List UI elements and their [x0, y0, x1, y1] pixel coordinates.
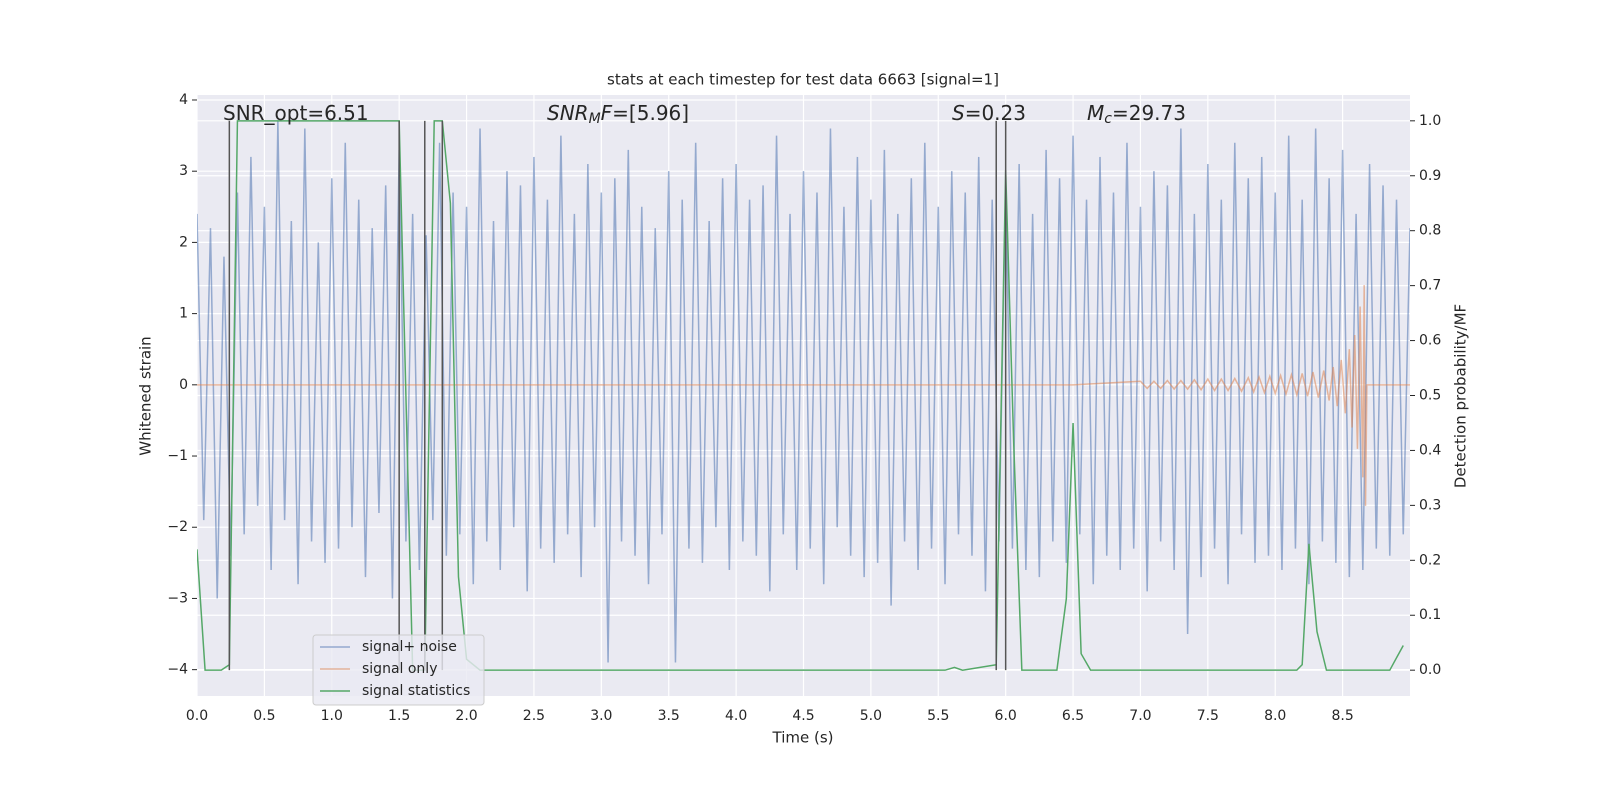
- y-tick-label: 3: [179, 163, 188, 179]
- annotation-part: S: [952, 101, 965, 125]
- y-tick-label: 1: [179, 306, 188, 322]
- x-tick-label: 0.0: [186, 708, 208, 724]
- x-tick-label: 3.5: [658, 708, 680, 724]
- x-tick-label: 4.5: [792, 708, 814, 724]
- y-tick-label: 4: [179, 92, 188, 108]
- x-tick-label: 8.0: [1264, 708, 1286, 724]
- x-tick-label: 3.0: [590, 708, 612, 724]
- y2-tick-label: 0.3: [1419, 497, 1441, 513]
- y2-tick-label: 0.1: [1419, 607, 1441, 623]
- x-tick-label: 1.5: [388, 708, 410, 724]
- annotation-part: M: [1087, 101, 1104, 125]
- annotation: S=0.23: [952, 101, 1026, 125]
- x-tick-label: 0.5: [253, 708, 275, 724]
- legend-label: signal+ noise: [362, 639, 457, 655]
- annotation: Mc=29.73: [1087, 101, 1186, 128]
- legend-box: [312, 634, 485, 706]
- annotation-part: =0.23: [965, 101, 1026, 125]
- legend-label: signal only: [362, 661, 437, 677]
- x-tick-label: 7.5: [1197, 708, 1219, 724]
- annotation-part: SNR: [547, 101, 589, 125]
- series-line: [197, 285, 1410, 506]
- y-tick-label: −4: [167, 662, 188, 678]
- y2-tick-label: 0.8: [1419, 223, 1441, 239]
- y2-tick-label: 0.4: [1419, 442, 1441, 458]
- annotation-part: F: [601, 101, 613, 125]
- x-tick-label: 1.0: [321, 708, 343, 724]
- y2-tick-label: 0.0: [1419, 662, 1441, 678]
- x-axis-label: Time (s): [772, 729, 834, 747]
- y-tick-label: −3: [167, 590, 188, 606]
- legend-label: signal statistics: [362, 683, 470, 699]
- y-axis-label: Whitened strain: [137, 336, 155, 455]
- y2-tick-label: 0.2: [1419, 552, 1441, 568]
- annotation-part: =[5.96]: [612, 101, 689, 125]
- y2-tick-label: 0.7: [1419, 278, 1441, 294]
- annotation-part: c: [1104, 111, 1112, 127]
- y2-tick-label: 0.6: [1419, 333, 1441, 349]
- x-tick-label: 2.5: [523, 708, 545, 724]
- y2-tick-label: 0.9: [1419, 168, 1441, 184]
- y2-tick-label: 0.5: [1419, 388, 1441, 404]
- x-tick-label: 5.0: [860, 708, 882, 724]
- y-tick-label: −2: [167, 519, 188, 535]
- series-line: [197, 120, 1404, 671]
- y-tick-label: −1: [167, 448, 188, 464]
- annotation-part: =29.73: [1112, 101, 1186, 125]
- chart-title: stats at each timestep for test data 666…: [607, 71, 999, 89]
- x-tick-label: 6.5: [1062, 708, 1084, 724]
- annotation-part: M: [589, 111, 601, 127]
- x-tick-label: 7.0: [1129, 708, 1151, 724]
- x-tick-label: 5.5: [927, 708, 949, 724]
- y-tick-label: 2: [179, 234, 188, 250]
- x-tick-label: 6.0: [995, 708, 1017, 724]
- x-tick-label: 4.0: [725, 708, 747, 724]
- y2-axis-label: Detection probability/MF: [1452, 304, 1470, 488]
- annotation: SNRMF=[5.96]: [547, 101, 689, 128]
- y2-tick-label: 1.0: [1419, 113, 1441, 129]
- annotation: SNR_opt=6.51: [223, 101, 369, 125]
- y-tick-label: 0: [179, 377, 188, 393]
- x-tick-label: 8.5: [1331, 708, 1353, 724]
- annotation-part: SNR_opt=6.51: [223, 101, 369, 125]
- x-tick-label: 2.0: [455, 708, 477, 724]
